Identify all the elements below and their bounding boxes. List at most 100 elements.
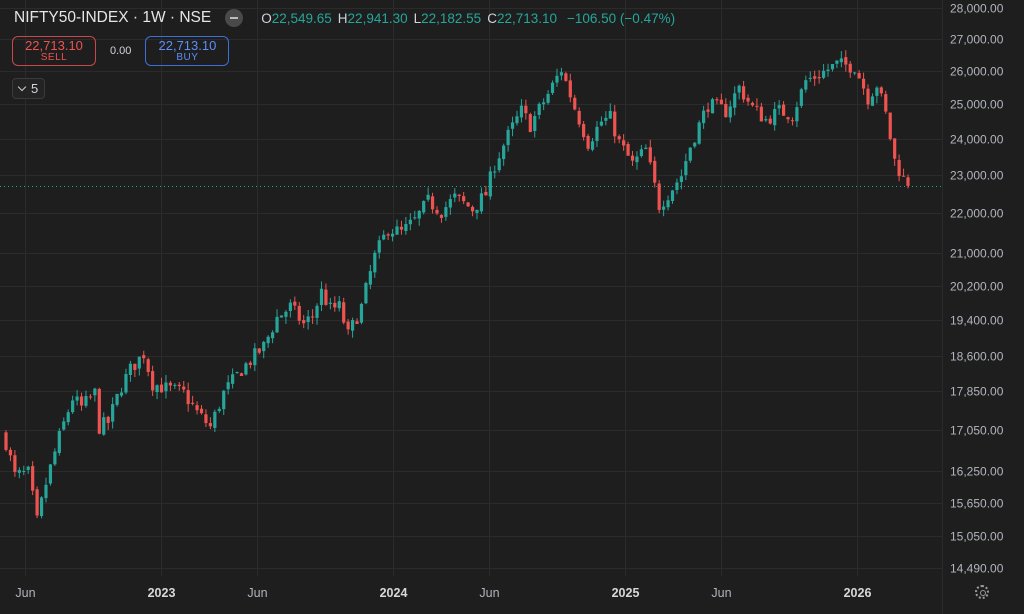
candle-up[interactable]	[590, 141, 595, 150]
candle-up[interactable]	[826, 69, 830, 71]
candle-up[interactable]	[364, 282, 368, 304]
candle-down[interactable]	[159, 384, 164, 393]
candle-down[interactable]	[857, 73, 861, 79]
sell-button[interactable]: 22,713.10 SELL	[12, 36, 96, 66]
candle-down[interactable]	[564, 73, 568, 81]
candle-up[interactable]	[222, 390, 226, 410]
candle-up[interactable]	[608, 110, 612, 119]
candle-down[interactable]	[470, 206, 475, 212]
candle-up[interactable]	[870, 96, 875, 106]
candle-up[interactable]	[595, 126, 599, 142]
candle-down[interactable]	[13, 455, 17, 472]
candle-down[interactable]	[759, 106, 763, 122]
candle-up[interactable]	[666, 200, 670, 208]
candle-up[interactable]	[737, 85, 741, 93]
candle-down[interactable]	[768, 118, 772, 124]
candle-down[interactable]	[573, 97, 577, 110]
candle-down[interactable]	[613, 111, 617, 137]
candle-up[interactable]	[542, 102, 546, 105]
candle-down[interactable]	[293, 301, 297, 306]
candle-down[interactable]	[151, 371, 155, 391]
candle-down[interactable]	[106, 416, 110, 423]
candle-down[interactable]	[888, 112, 892, 139]
candle-down[interactable]	[133, 363, 137, 371]
candle-up[interactable]	[448, 199, 452, 208]
candle-up[interactable]	[226, 382, 230, 390]
candle-up[interactable]	[639, 149, 643, 156]
candle-up[interactable]	[26, 466, 30, 470]
price-axis[interactable]: 28,000.00 27,000.00 26,000.00 25,000.00 24,0…	[942, 0, 1004, 614]
candle-up[interactable]	[799, 89, 803, 106]
candle-up[interactable]	[675, 182, 679, 190]
candle-down[interactable]	[715, 99, 719, 101]
candle-down[interactable]	[741, 86, 746, 100]
candle-down[interactable]	[333, 302, 337, 308]
candle-up[interactable]	[337, 301, 341, 309]
candle-up[interactable]	[217, 408, 221, 412]
candle-down[interactable]	[724, 103, 728, 118]
hide-legend-button[interactable]	[225, 9, 244, 27]
candle-down[interactable]	[568, 80, 572, 98]
candle-up[interactable]	[350, 320, 355, 331]
buy-button[interactable]: 22,713.10 BUY	[145, 36, 230, 66]
candle-up[interactable]	[604, 117, 608, 121]
candle-up[interactable]	[804, 80, 808, 90]
candle-up[interactable]	[111, 404, 115, 422]
candle-down[interactable]	[257, 348, 261, 353]
candle-up[interactable]	[75, 396, 79, 401]
candle-down[interactable]	[4, 432, 8, 450]
candle-down[interactable]	[524, 105, 528, 114]
candle-up[interactable]	[288, 302, 292, 311]
candle-down[interactable]	[302, 320, 306, 324]
candle-down[interactable]	[906, 177, 910, 186]
candle-up[interactable]	[519, 105, 524, 118]
candle-up[interactable]	[693, 142, 697, 147]
candle-up[interactable]	[688, 147, 692, 161]
candle-down[interactable]	[586, 135, 590, 149]
candle-down[interactable]	[817, 77, 821, 79]
candle-down[interactable]	[142, 355, 146, 359]
candle-up[interactable]	[453, 193, 457, 198]
candle-up[interactable]	[404, 223, 408, 231]
candle-up[interactable]	[644, 147, 648, 150]
candle-down[interactable]	[239, 373, 244, 376]
candle-down[interactable]	[146, 359, 150, 372]
candle-down[interactable]	[182, 386, 186, 390]
settings-gear-icon[interactable]	[975, 585, 989, 599]
candle-down[interactable]	[191, 402, 195, 404]
candle-down[interactable]	[897, 160, 901, 177]
candle-up[interactable]	[670, 190, 675, 201]
candle-up[interactable]	[510, 122, 515, 129]
candle-down[interactable]	[435, 209, 439, 214]
candle-down[interactable]	[648, 147, 652, 163]
candle-up[interactable]	[359, 303, 364, 323]
candle-up[interactable]	[57, 430, 61, 454]
candle-down[interactable]	[310, 316, 315, 318]
candle-up[interactable]	[475, 209, 479, 213]
candle-up[interactable]	[382, 234, 386, 240]
candle-up[interactable]	[102, 417, 106, 435]
candle-up[interactable]	[115, 393, 119, 405]
candle-up[interactable]	[155, 385, 159, 393]
candle-up[interactable]	[488, 171, 492, 197]
candle-down[interactable]	[577, 110, 581, 125]
candle-down[interactable]	[346, 321, 350, 330]
candle-down[interactable]	[386, 234, 390, 236]
candle-down[interactable]	[653, 160, 657, 183]
time-axis[interactable]: Jun 2023 Jun 2024 Jun 2025 Jun 2026	[15, 586, 871, 600]
candle-down[interactable]	[79, 396, 84, 406]
candle-up[interactable]	[550, 82, 555, 94]
candle-down[interactable]	[8, 449, 13, 456]
candle-up[interactable]	[315, 305, 319, 318]
candle-up[interactable]	[733, 93, 737, 108]
candle-down[interactable]	[208, 423, 212, 427]
candle-down[interactable]	[879, 87, 883, 94]
candle-down[interactable]	[813, 76, 817, 79]
candle-up[interactable]	[306, 316, 310, 322]
candle-up[interactable]	[244, 363, 248, 375]
candle-down[interactable]	[204, 414, 208, 424]
candle-up[interactable]	[635, 156, 639, 163]
candle-down[interactable]	[168, 382, 173, 386]
candle-down[interactable]	[342, 302, 346, 323]
